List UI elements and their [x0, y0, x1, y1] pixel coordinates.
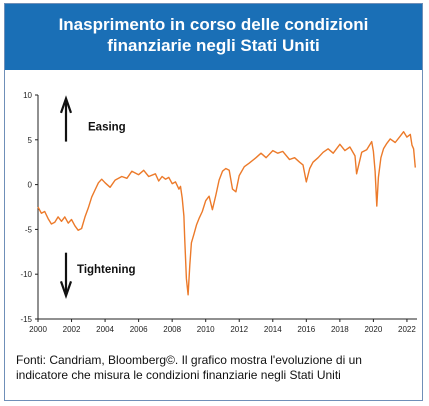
- series-line: [37, 131, 416, 296]
- figure-caption: Fonti: Candriam, Bloomberg©. Il grafico …: [16, 353, 416, 383]
- x-tick-label: 2012: [230, 325, 248, 334]
- tightening-arrowhead-icon: [59, 281, 73, 300]
- x-tick-label: 2006: [130, 325, 148, 334]
- y-tick-label: 5: [28, 136, 33, 145]
- x-tick-label: 2010: [197, 325, 215, 334]
- x-tick-label: 2020: [364, 325, 382, 334]
- x-tick-label: 2014: [264, 325, 282, 334]
- easing-annotation: Easing: [88, 121, 126, 133]
- y-tick-label: -5: [25, 225, 33, 234]
- y-tick-label: 0: [28, 181, 33, 190]
- x-tick-label: 2000: [29, 325, 47, 334]
- caption-line-2: indicatore che misura le condizioni fina…: [16, 368, 341, 382]
- y-tick-label: -10: [20, 270, 32, 279]
- figure-title-line-1: Inasprimento in corso delle condizioni: [58, 15, 369, 34]
- x-tick-label: 2022: [398, 325, 416, 334]
- x-tick-label: 2018: [331, 325, 349, 334]
- caption-line-1: Fonti: Candriam, Bloomberg©. Il grafico …: [16, 353, 362, 367]
- figure-card: Inasprimento in corso delle condizioni f…: [4, 3, 423, 401]
- x-tick-label: 2002: [63, 325, 81, 334]
- easing-arrowhead-icon: [59, 95, 73, 114]
- x-tick-label: 2008: [163, 325, 181, 334]
- y-tick-label: -15: [20, 315, 32, 324]
- tightening-annotation: Tightening: [77, 264, 136, 276]
- y-tick-label: 10: [23, 91, 32, 100]
- figure-header: Inasprimento in corso delle condizioni f…: [5, 4, 422, 70]
- figure-title-line-2: finanziarie negli Stati Uniti: [107, 36, 320, 55]
- x-tick-label: 2016: [297, 325, 315, 334]
- x-tick-label: 2004: [96, 325, 114, 334]
